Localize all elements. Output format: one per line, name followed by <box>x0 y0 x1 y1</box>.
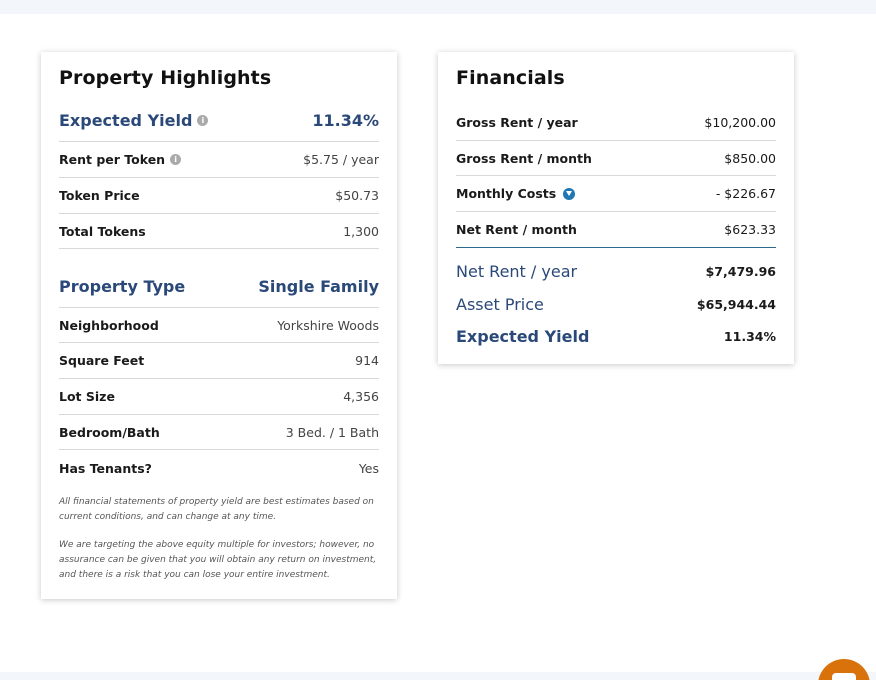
square-feet-row: Square Feet 914 <box>59 343 379 379</box>
neighborhood-label: Neighborhood <box>59 317 159 333</box>
expected-yield-label: Expected Yield <box>59 111 193 130</box>
financials-expected-yield-label: Expected Yield <box>456 326 590 346</box>
net-rent-year-value: $7,479.96 <box>705 263 776 279</box>
financials-expected-yield-value: 11.34% <box>723 328 776 344</box>
net-rent-year-row: Net Rent / year $7,479.96 <box>456 254 776 288</box>
top-header-strip <box>0 0 876 14</box>
expected-yield-row: Expected Yield i 11.34% <box>59 100 379 142</box>
has-tenants-label: Has Tenants? <box>59 460 152 476</box>
gross-rent-month-label: Gross Rent / month <box>456 150 592 166</box>
gross-rent-month-row: Gross Rent / month $850.00 <box>456 141 776 176</box>
property-type-row: Property Type Single Family <box>59 266 379 308</box>
financials-title: Financials <box>456 67 565 89</box>
financials-rows: Gross Rent / year $10,200.00 Gross Rent … <box>456 105 776 352</box>
expected-yield-value: 11.34% <box>312 111 379 130</box>
gross-rent-year-value: $10,200.00 <box>704 115 776 130</box>
highlights-pricing-rows: Expected Yield i 11.34% Rent per Token i… <box>59 100 379 249</box>
asset-price-label: Asset Price <box>456 294 544 314</box>
bottom-strip <box>0 672 876 680</box>
has-tenants-value: Yes <box>358 460 379 476</box>
bedroom-bath-value: 3 Bed. / 1 Bath <box>285 424 379 440</box>
chat-icon <box>832 673 856 680</box>
chevron-down-icon[interactable] <box>563 187 576 200</box>
gross-rent-month-value: $850.00 <box>724 150 776 166</box>
info-icon[interactable]: i <box>170 154 182 165</box>
rent-per-token-value: $5.75 / year <box>303 152 379 167</box>
info-icon[interactable]: i <box>197 115 209 126</box>
lot-size-value: 4,356 <box>343 389 379 404</box>
highlights-property-rows: Property Type Single Family Neighborhood… <box>59 266 379 486</box>
token-price-label: Token Price <box>59 188 140 203</box>
monthly-costs-row[interactable]: Monthly Costs - $226.67 <box>456 176 776 212</box>
bedroom-bath-label: Bedroom/Bath <box>59 424 160 440</box>
net-rent-month-label: Net Rent / month <box>456 222 577 237</box>
square-feet-value: 914 <box>355 353 379 368</box>
token-price-row: Token Price $50.73 <box>59 178 379 214</box>
financials-card: Financials Gross Rent / year $10,200.00 … <box>438 52 794 364</box>
total-tokens-row: Total Tokens 1,300 <box>59 214 379 249</box>
property-highlights-card: Property Highlights Expected Yield i 11.… <box>41 52 397 599</box>
lot-size-label: Lot Size <box>59 389 115 404</box>
rent-per-token-label: Rent per Token <box>59 152 166 167</box>
neighborhood-value: Yorkshire Woods <box>277 317 379 333</box>
square-feet-label: Square Feet <box>59 353 145 368</box>
asset-price-row: Asset Price $65,944.44 <box>456 288 776 320</box>
monthly-costs-label: Monthly Costs <box>456 186 557 201</box>
financials-expected-yield-row: Expected Yield 11.34% <box>456 320 776 352</box>
monthly-costs-value: - $226.67 <box>715 186 776 201</box>
rent-per-token-row: Rent per Token i $5.75 / year <box>59 142 379 178</box>
total-tokens-label: Total Tokens <box>59 223 146 239</box>
lot-size-row: Lot Size 4,356 <box>59 379 379 415</box>
disclaimer-estimates: All financial statements of property yie… <box>59 497 374 522</box>
property-highlights-title: Property Highlights <box>59 67 272 89</box>
gross-rent-year-label: Gross Rent / year <box>456 115 578 130</box>
asset-price-value: $65,944.44 <box>696 296 776 312</box>
disclaimer-risk: We are targeting the above equity multip… <box>59 540 377 580</box>
token-price-value: $50.73 <box>335 188 379 203</box>
totals-divider <box>456 247 776 248</box>
net-rent-month-value: $623.33 <box>724 222 776 237</box>
property-type-value: Single Family <box>258 277 379 296</box>
neighborhood-row: Neighborhood Yorkshire Woods <box>59 308 379 343</box>
has-tenants-row: Has Tenants? Yes <box>59 450 379 486</box>
property-type-label: Property Type <box>59 277 186 296</box>
chat-button[interactable] <box>818 659 870 680</box>
gross-rent-year-row: Gross Rent / year $10,200.00 <box>456 105 776 141</box>
bedroom-bath-row: Bedroom/Bath 3 Bed. / 1 Bath <box>59 415 379 450</box>
total-tokens-value: 1,300 <box>343 223 379 239</box>
net-rent-year-label: Net Rent / year <box>456 261 578 281</box>
net-rent-month-row: Net Rent / month $623.33 <box>456 212 776 247</box>
